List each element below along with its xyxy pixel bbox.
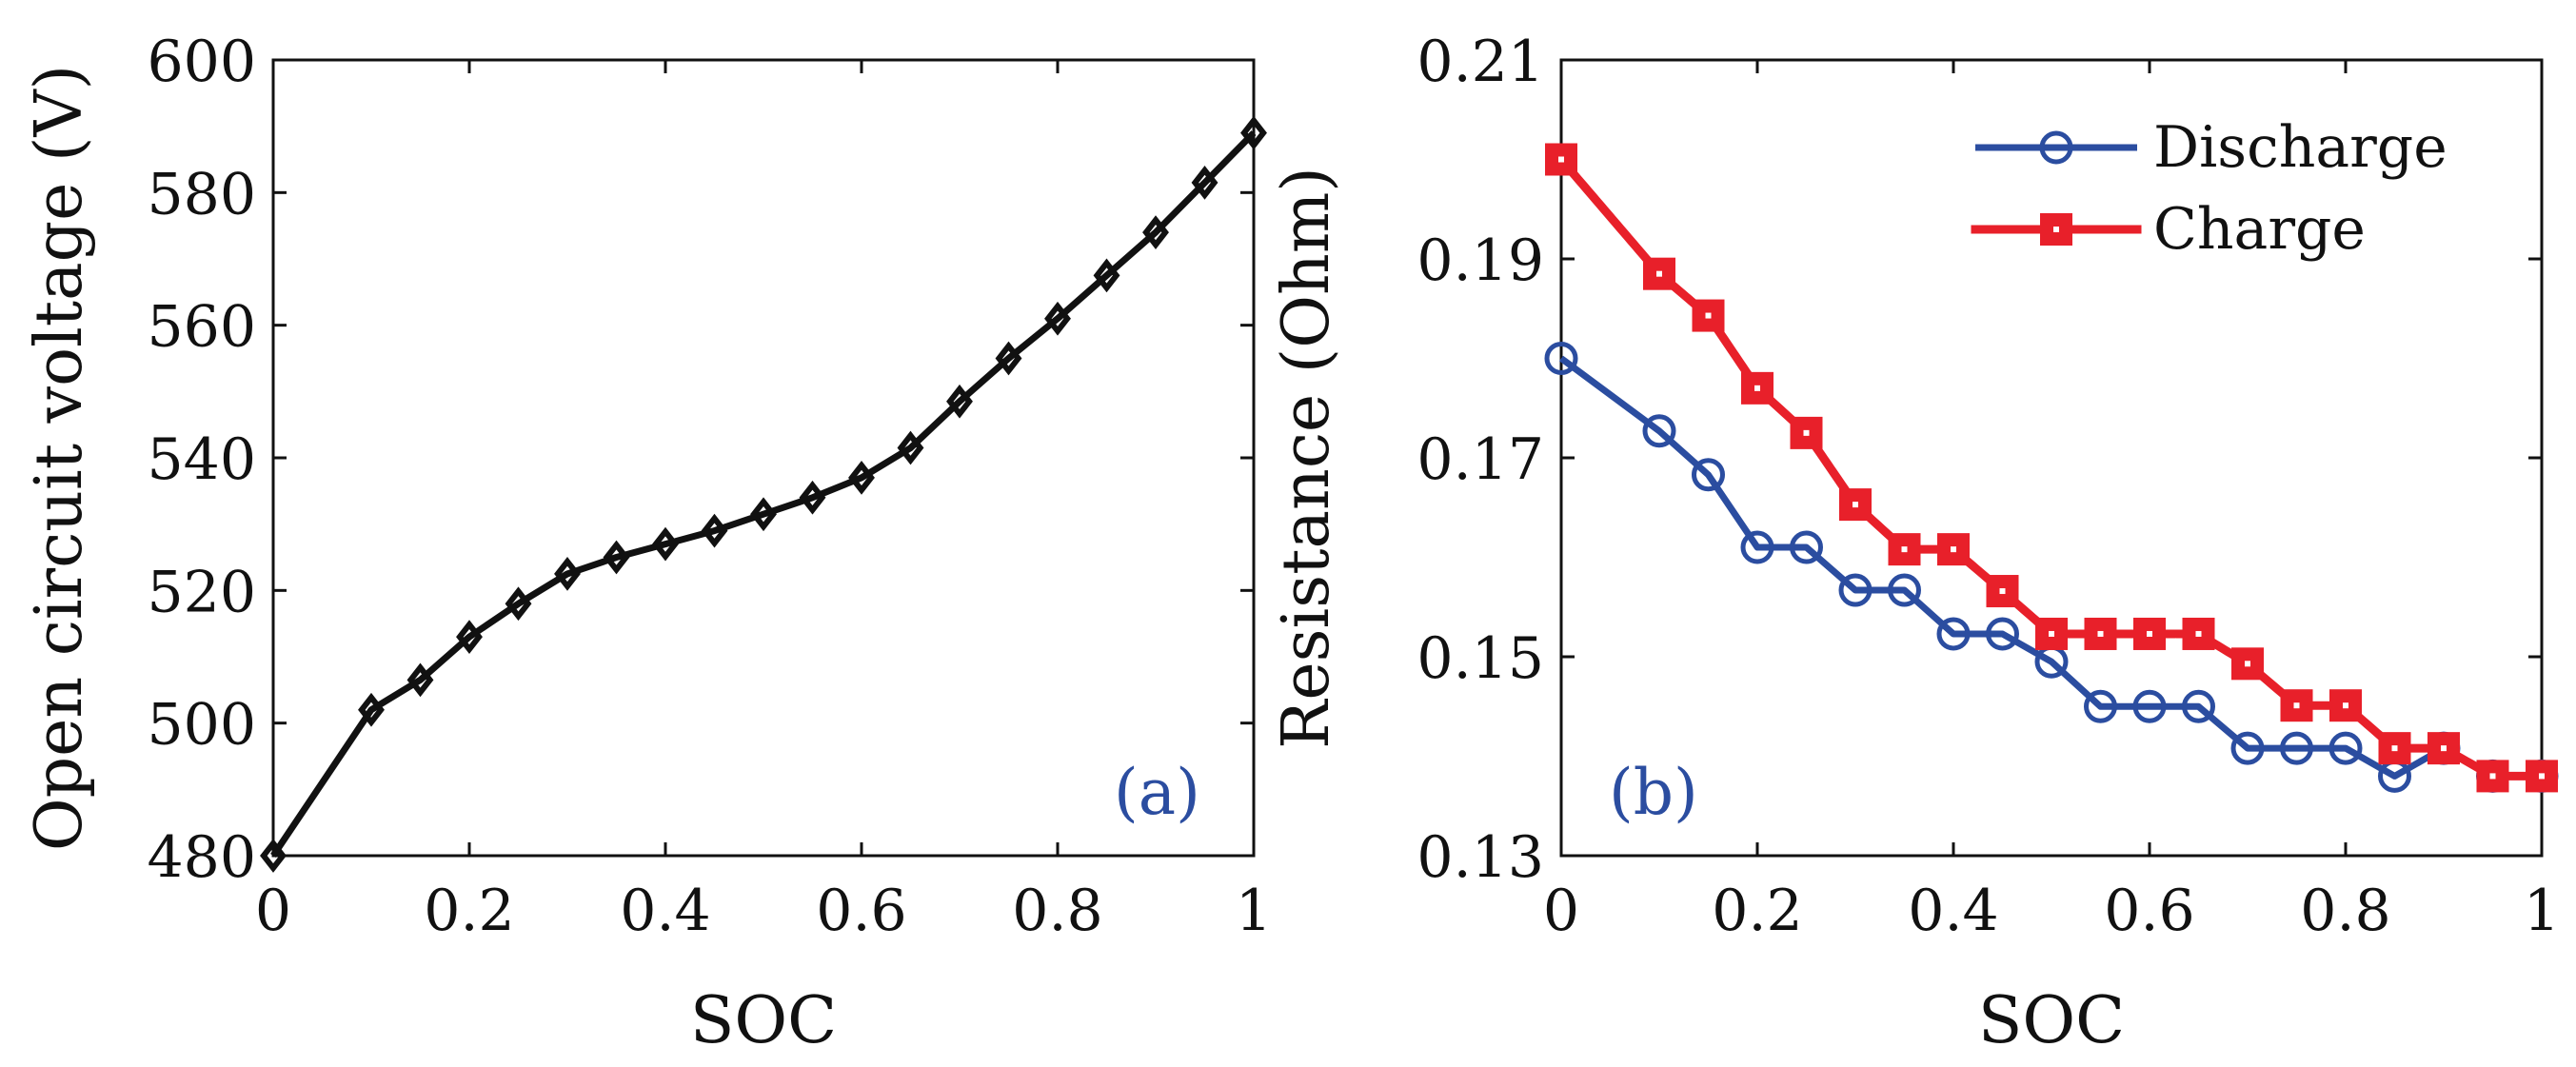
panel-a-ocv-point (799, 480, 826, 515)
panel-b-charge-point-dot (2343, 702, 2348, 709)
panel-a-ytick-label: 600 (147, 29, 256, 95)
panel-b-charge-point-dot (2441, 745, 2447, 752)
panel-a-ocv-point (1093, 258, 1120, 293)
panel-b-series-charge-line (1555, 153, 2546, 780)
panel-b-xtick-label: 0.2 (1712, 878, 1802, 944)
panel-b-charge-point-dot (1999, 588, 2006, 595)
panel-a-ocv-point (554, 557, 581, 591)
panel-a-ytick-label: 540 (147, 426, 256, 493)
panel-b-charge-point-dot (1901, 546, 1908, 553)
panel-b-charge-point-dot (1705, 312, 1712, 319)
panel-a-ocv-point (1240, 115, 1267, 150)
panel-b-discharge-point (2084, 689, 2117, 723)
panel-a-ytick-label: 500 (147, 692, 256, 759)
panel-b-charge-point-dot (2245, 661, 2250, 667)
panel-a-ocv-point (1044, 301, 1071, 336)
panel-a-ocv-point (456, 620, 483, 654)
panel-b-xtick-label: 0.6 (2104, 878, 2194, 944)
panel-a-ocv-point (406, 662, 434, 698)
panel-a-axes-frame (271, 58, 1256, 858)
panel-b-charge-point-dot (2195, 630, 2202, 637)
panel-b-charge-point-dot (2147, 630, 2152, 637)
panel-a-ytick-label: 560 (147, 294, 256, 361)
panel-a-ocv-point (995, 341, 1022, 376)
panel-a-xtick-label: 0.4 (620, 878, 710, 944)
panel-b-discharge-point (2328, 731, 2363, 765)
panel-a-ytick-label: 520 (147, 559, 256, 625)
panel-b-discharge-point (1544, 342, 1578, 375)
panel-a-ytick-label: 480 (147, 824, 256, 891)
panel-b-xtick-label: 0.8 (2300, 878, 2390, 944)
panel-b-discharge-point (2182, 689, 2215, 723)
panel-a-ylabel: Open circuit voltage (V) (22, 65, 97, 851)
panel-a-xtick-label: 0 (255, 878, 291, 944)
panel-a-tag: (a) (1114, 756, 1200, 829)
panel-a-ocv-point (358, 692, 385, 727)
panel-b-charge-point-dot (1558, 156, 1564, 163)
panel-b-charge-point-dot (1853, 502, 1858, 508)
panel-b-discharge-point (1790, 530, 1823, 564)
panel-b-discharge-point (1936, 617, 1971, 651)
legend-charge-label: Charge (2153, 196, 2366, 263)
panel-b-ylabel: Resistance (Ohm) (1269, 167, 1344, 749)
panel-a-ocv-point (897, 430, 924, 465)
panel-b-discharge-point (2230, 731, 2265, 765)
panel-a-xtick-label: 0.8 (1012, 878, 1102, 944)
panel-b-charge-point-dot (2049, 630, 2054, 637)
panel-b-ytick-label: 0.21 (1417, 29, 1544, 95)
panel-b-charge-point-dot (1656, 270, 1662, 277)
panel-b-discharge-point (1740, 530, 1774, 564)
panel-b-charge-point-dot (1754, 385, 1760, 391)
panel-a-ocv-point (1191, 166, 1219, 200)
panel-a-ytick-label: 580 (147, 161, 256, 227)
panel-a-xtick-label: 0.6 (816, 878, 906, 944)
panel-b-xtick-label: 0 (1543, 878, 1579, 944)
legend-discharge-marker (2039, 130, 2073, 165)
legend-charge-marker-dot (2053, 227, 2059, 232)
panel-a-ocv-point (750, 497, 777, 532)
panel-b-discharge-point (2132, 689, 2167, 723)
panel-b-ytick-label: 0.17 (1417, 426, 1544, 493)
panel-b-ytick-label: 0.13 (1417, 824, 1544, 891)
panel-a-ocv-point (946, 384, 973, 419)
panel-a-ocv-point (603, 540, 630, 575)
panel-b-ytick-label: 0.19 (1417, 227, 1544, 294)
panel-b-charge-point-dot (2391, 745, 2398, 752)
panel-b-charge-point-dot (2489, 773, 2496, 780)
panel-b-charge-point-dot (2097, 630, 2104, 637)
panel-b-chart: 0 0.2 0.4 0.6 0.8 1 0.13 0.15 0.17 0.19 0.21 SOC R… (1269, 29, 2560, 1058)
panel-b-xtick-label: 0.4 (1908, 878, 1998, 944)
panel-a-xlabel: SOC (690, 983, 837, 1058)
panel-b-discharge-point (1838, 573, 1873, 607)
panel-b-charge-point (1643, 257, 1675, 290)
legend-discharge-label: Discharge (2153, 114, 2447, 181)
panel-b-charge-point-dot (2293, 702, 2300, 709)
panel-b-discharge-point (1986, 617, 2019, 651)
panel-b-charge-point-dot (1951, 546, 1956, 553)
panel-a-ocv-point (848, 461, 875, 495)
panel-a-ocv-point (260, 839, 287, 873)
panel-a-ocv-point (505, 586, 532, 622)
panel-b-charge-point-dot (2539, 773, 2545, 780)
panel-b-xtick-label: 1 (2524, 878, 2560, 944)
panel-a-xtick-label: 0.2 (424, 878, 514, 944)
panel-a-ocv-point (701, 513, 728, 548)
panel-a-ocv-point (1142, 215, 1169, 250)
panel-b-series-discharge-line (1558, 355, 2542, 780)
panel-b-tag: (b) (1609, 756, 1698, 829)
panel-a-xtick-label: 1 (1236, 878, 1272, 944)
panel-b-discharge-point (1692, 458, 1725, 492)
panel-b-xlabel: SOC (1978, 983, 2125, 1058)
panel-b-ytick-label: 0.15 (1417, 625, 1544, 692)
panel-b-charge-point-dot (1803, 429, 1810, 436)
panel-a-series-ocv-line (270, 130, 1257, 858)
panel-b-discharge-point (1642, 414, 1676, 448)
panel-b-legend: Discharge Charge (1971, 114, 2447, 263)
panel-a-ocv-point (652, 526, 679, 562)
panel-b-discharge-point (2280, 731, 2313, 765)
panel-b-discharge-point (1888, 573, 1921, 607)
